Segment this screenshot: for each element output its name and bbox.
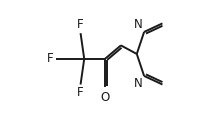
Text: F: F [77, 18, 83, 31]
Text: O: O [100, 91, 110, 104]
Text: F: F [46, 52, 53, 65]
Text: N: N [134, 18, 143, 31]
Text: F: F [77, 86, 83, 99]
Text: N: N [134, 77, 143, 90]
